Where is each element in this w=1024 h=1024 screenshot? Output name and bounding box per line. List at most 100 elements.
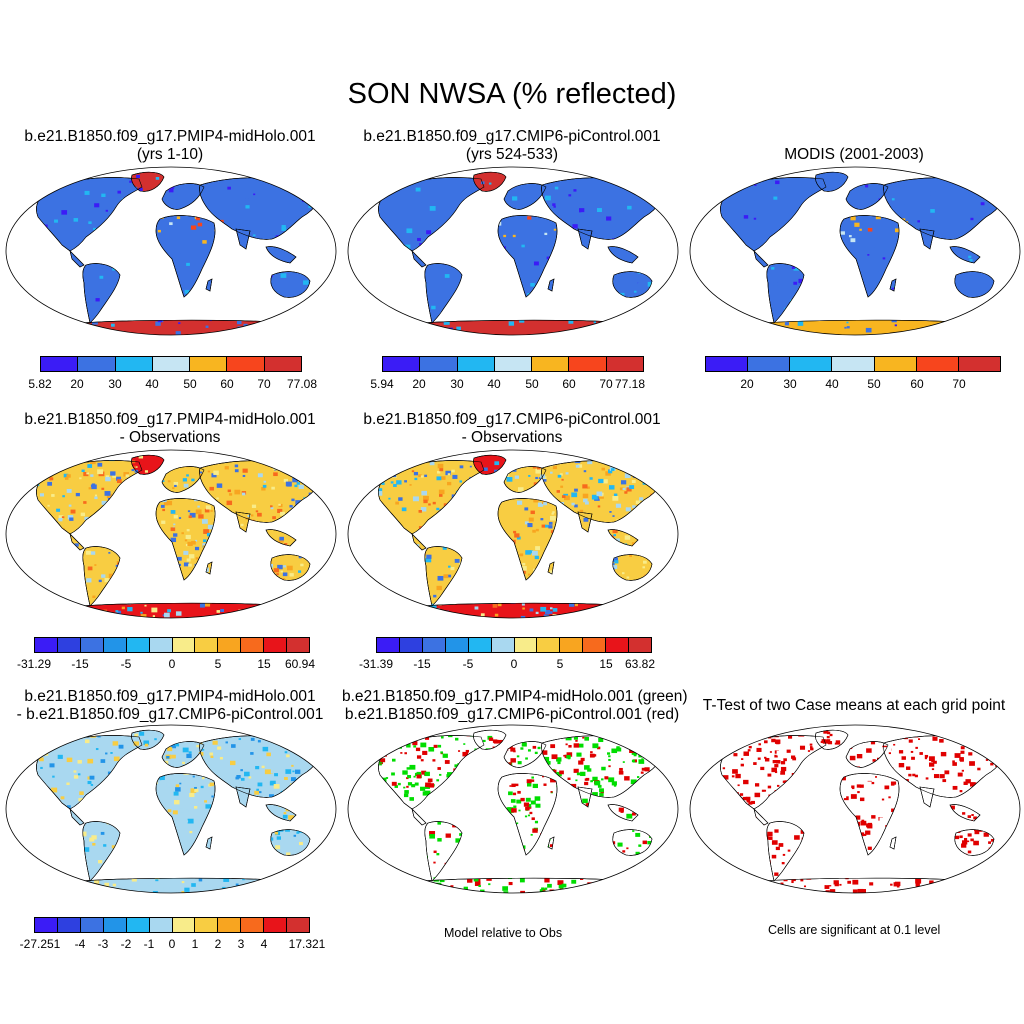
p1-tick-7: 77.08	[286, 377, 318, 391]
panel4-colorbar-swatch-4	[126, 638, 150, 652]
panel7-title-line2: b.e21.B1850.f09_g17.CMIP6-piControl.001 …	[344, 706, 680, 723]
p3-tick-3: 50	[867, 377, 881, 391]
panel5-title: b.e21.B1850.f09_g17.CMIP6-piControl.001 …	[342, 411, 682, 447]
panel3-map-centralAm-coast	[753, 250, 769, 268]
panel2-map-greenland-coast	[473, 171, 507, 192]
panel5-colorbar-swatch-5	[491, 638, 515, 652]
p1-tick-0: 5.82	[28, 377, 52, 391]
panel4-map-australia-coast	[270, 554, 311, 581]
p2-tick-4: 50	[525, 377, 539, 391]
panel3-title-line1: MODIS (2001-2003)	[784, 146, 924, 163]
p5-tick-5: 15	[599, 657, 613, 671]
panel4-colorbar-swatch-6	[172, 638, 196, 652]
panel7-title-line1: b.e21.B1850.f09_g17.PMIP4-midHolo.001 (g…	[342, 688, 688, 705]
panel5-colorbar-swatch-6	[514, 638, 538, 652]
panel4-map-madagascar-coast	[205, 561, 213, 575]
panel3-map-india-coast	[919, 228, 935, 250]
p5-tick-2: -5	[462, 657, 474, 671]
panel7-map-seAsia-coast	[607, 804, 639, 822]
p6-tick-1: -4	[74, 937, 86, 951]
panel4-map-southAmerica-coast	[82, 546, 121, 607]
p1-tick-1: 20	[70, 377, 84, 391]
panel2-map-southAmerica-coast	[424, 263, 463, 324]
panel6-colorbar-swatch-1	[57, 918, 81, 932]
panel7-map-asia	[541, 735, 662, 798]
panel4-map-africa-coast	[155, 498, 216, 581]
panel6-title: b.e21.B1850.f09_g17.PMIP4-midHolo.001 - …	[0, 688, 340, 724]
panel6-title-line2: - b.e21.B1850.f09_g17.CMIP6-piControl.00…	[16, 706, 324, 723]
panel1-colorbar-swatch-5	[227, 357, 265, 371]
panel6-colorbar-swatch-8	[218, 918, 242, 932]
panel2-map-australia-coast	[612, 271, 653, 298]
p4-tick-6: 60.94	[284, 657, 316, 671]
panel3-colorbar-swatch-2	[790, 357, 833, 371]
panel1-map-southAmerica-coast	[82, 263, 121, 324]
p6-tick-5: 0	[168, 937, 176, 951]
p6-tick-6: 1	[191, 937, 199, 951]
panel2-map-india-coast	[577, 228, 593, 250]
panel6-colorbar-swatch-11	[287, 918, 310, 932]
panel1-map-india-coast	[235, 228, 251, 250]
p5-tick-3: 0	[510, 657, 518, 671]
panel5-colorbar-swatch-9	[583, 638, 607, 652]
panel5-colorbar-swatch-7	[537, 638, 561, 652]
panel2-colorbar-swatch-1	[420, 357, 458, 371]
panel6-colorbar-swatch-9	[241, 918, 265, 932]
panel1-map-centralAm-coast	[69, 250, 85, 268]
panel6-map-asia	[199, 735, 320, 798]
panel3-map-asia	[883, 177, 1004, 240]
p6-tick-3: -2	[120, 937, 132, 951]
panel4-map	[5, 449, 337, 619]
panel6-title-line1: b.e21.B1850.f09_g17.PMIP4-midHolo.001	[24, 688, 316, 705]
panel6-map-greenland-coast	[131, 729, 165, 750]
panel4-colorbar-swatch-9	[241, 638, 265, 652]
panel2-colorbar-swatch-6	[606, 357, 643, 371]
panel7-map-madagascar-coast	[547, 836, 555, 850]
panel6-map-madagascar-coast	[205, 836, 213, 850]
panel5-map-northAmerica	[378, 460, 485, 535]
panel2-colorbar-swatch-0	[383, 357, 421, 371]
p4-tick-2: -5	[120, 657, 132, 671]
panel8-map-seAsia-coast	[949, 804, 981, 822]
panel2-colorbar-swatch-4	[532, 357, 570, 371]
p3-tick-5: 70	[952, 377, 966, 391]
panel5-map-seAsia-coast	[607, 529, 639, 547]
p3-tick-1: 30	[783, 377, 797, 391]
p4-tick-0: -31.29	[16, 657, 52, 671]
panel6-map-india-coast	[235, 786, 251, 808]
panel1-colorbar-swatch-2	[115, 357, 153, 371]
panel3-colorbar-swatch-6	[958, 357, 1000, 371]
panel8-map-centralAm-coast	[753, 808, 769, 826]
panel4-colorbar-swatch-7	[195, 638, 219, 652]
p5-tick-6: 63.82	[624, 657, 656, 671]
panel3-map-northAmerica-coast	[720, 177, 827, 252]
p4-tick-5: 15	[257, 657, 271, 671]
panel2-colorbar-swatch-2	[457, 357, 495, 371]
p1-tick-6: 70	[257, 377, 271, 391]
panel3-map-europe-coast	[845, 183, 889, 210]
panel7-map-africa-coast	[497, 773, 558, 856]
p1-tick-5: 60	[220, 377, 234, 391]
panel4-map-seAsia-coast	[265, 529, 297, 547]
panel6-map-northAmerica-coast	[36, 735, 143, 810]
panel4-colorbar-swatch-11	[287, 638, 310, 652]
panel5-map-australia-coast	[612, 554, 653, 581]
p6-tick-8: 3	[237, 937, 245, 951]
panel7-title: b.e21.B1850.f09_g17.PMIP4-midHolo.001 (g…	[342, 688, 688, 724]
panel3-title: MODIS (2001-2003)	[684, 146, 1024, 164]
panel2-title-line1: b.e21.B1850.f09_g17.CMIP6-piControl.001	[363, 128, 661, 145]
panel1-map-seAsia-coast	[265, 246, 297, 264]
panel7-map-australia-coast	[612, 829, 653, 856]
panel1-map	[5, 166, 337, 336]
panel3-map-africa-coast	[839, 215, 900, 298]
panel5-map-greenland-coast	[473, 454, 507, 475]
panel5-map-centralAm-coast	[411, 533, 427, 551]
panel3-colorbar-swatch-5	[916, 357, 959, 371]
p3-tick-2: 40	[825, 377, 839, 391]
panel2-title-line2: (yrs 524-533)	[465, 146, 559, 163]
panel2-map-europe-coast	[503, 183, 547, 210]
panel8-title-line1: T-Test of two Case means at each grid po…	[702, 697, 1006, 714]
panel3-colorbar-swatch-3	[832, 357, 875, 371]
panel8-map-northAmerica-coast	[720, 735, 827, 810]
panel6-map-border	[5, 724, 337, 894]
